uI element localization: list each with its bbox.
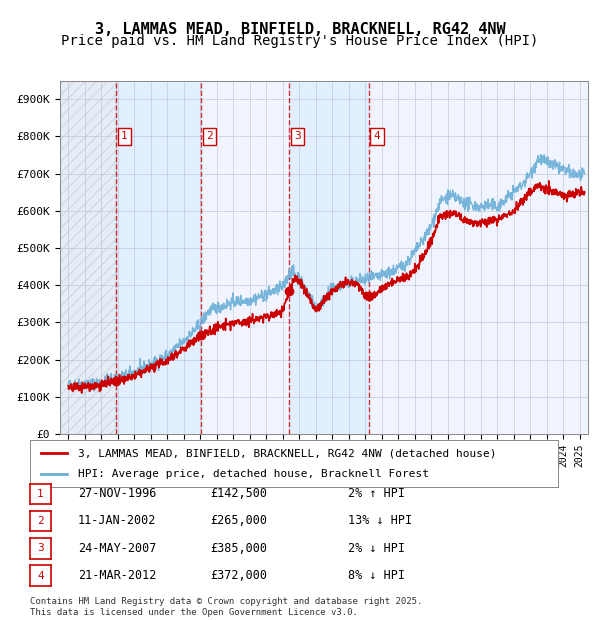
Text: 3, LAMMAS MEAD, BINFIELD, BRACKNELL, RG42 4NW: 3, LAMMAS MEAD, BINFIELD, BRACKNELL, RG4… (95, 22, 505, 37)
Text: 13% ↓ HPI: 13% ↓ HPI (348, 515, 412, 527)
Text: 3, LAMMAS MEAD, BINFIELD, BRACKNELL, RG42 4NW (detached house): 3, LAMMAS MEAD, BINFIELD, BRACKNELL, RG4… (77, 448, 496, 458)
Bar (60, 81, 116, 434)
Bar (201, 81, 289, 434)
Text: 3: 3 (295, 131, 301, 141)
Text: £385,000: £385,000 (210, 542, 267, 554)
Text: 1: 1 (37, 489, 44, 499)
Text: 2: 2 (206, 131, 213, 141)
Text: 2: 2 (37, 516, 44, 526)
Bar (116, 81, 201, 434)
Text: £372,000: £372,000 (210, 569, 267, 582)
Text: 27-NOV-1996: 27-NOV-1996 (78, 487, 157, 500)
Text: 24-MAY-2007: 24-MAY-2007 (78, 542, 157, 554)
Text: 8% ↓ HPI: 8% ↓ HPI (348, 569, 405, 582)
Text: 11-JAN-2002: 11-JAN-2002 (78, 515, 157, 527)
Text: 3: 3 (37, 543, 44, 554)
Text: 2% ↑ HPI: 2% ↑ HPI (348, 487, 405, 500)
Bar (60, 81, 116, 434)
Text: 1: 1 (121, 131, 128, 141)
Text: 4: 4 (373, 131, 380, 141)
Text: £265,000: £265,000 (210, 515, 267, 527)
Text: 4: 4 (37, 570, 44, 581)
Bar (289, 81, 368, 434)
Text: 21-MAR-2012: 21-MAR-2012 (78, 569, 157, 582)
Text: £142,500: £142,500 (210, 487, 267, 500)
Text: Price paid vs. HM Land Registry's House Price Index (HPI): Price paid vs. HM Land Registry's House … (61, 34, 539, 48)
Text: HPI: Average price, detached house, Bracknell Forest: HPI: Average price, detached house, Brac… (77, 469, 428, 479)
Text: Contains HM Land Registry data © Crown copyright and database right 2025.
This d: Contains HM Land Registry data © Crown c… (30, 598, 422, 617)
Text: 2% ↓ HPI: 2% ↓ HPI (348, 542, 405, 554)
